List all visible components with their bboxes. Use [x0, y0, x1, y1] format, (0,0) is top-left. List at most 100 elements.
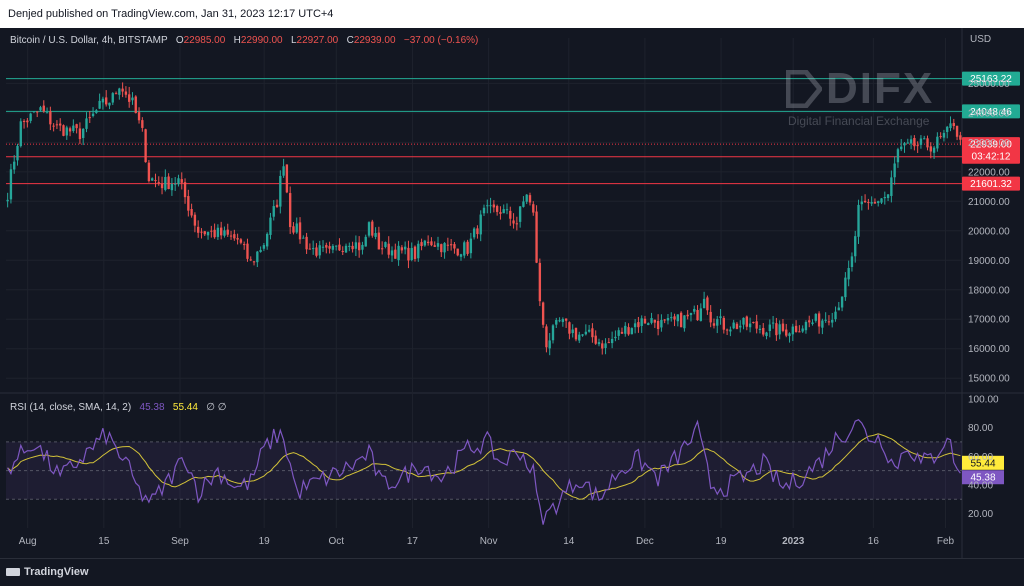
- candle-body: [420, 242, 423, 247]
- candle-body: [13, 161, 16, 170]
- candle-body: [137, 112, 141, 121]
- publish-header: Denjed published on TradingView.com, Jan…: [0, 0, 1024, 28]
- time-tick-label: Aug: [19, 536, 37, 547]
- candle-body: [880, 198, 883, 203]
- candle-body: [288, 193, 292, 228]
- candle-body: [111, 93, 114, 103]
- candle-body: [22, 120, 26, 122]
- candle-body: [144, 129, 147, 163]
- candle-body: [249, 259, 252, 261]
- candle-body: [489, 205, 492, 207]
- candle-body: [298, 222, 302, 240]
- time-tick-label: 15: [98, 536, 110, 547]
- candle-body: [443, 243, 446, 253]
- candle-body: [459, 254, 463, 257]
- candle-body: [650, 318, 653, 323]
- candle-body: [959, 135, 962, 140]
- candle-body: [666, 318, 670, 321]
- candle-body: [311, 248, 315, 250]
- candle-body: [584, 331, 588, 335]
- time-tick-label: 16: [868, 536, 880, 547]
- candle-body: [236, 238, 239, 240]
- price-level-tag: [962, 71, 1020, 86]
- candle-body: [449, 244, 453, 246]
- candle-body: [187, 196, 190, 211]
- candle-body: [551, 325, 555, 341]
- candle-body: [367, 222, 371, 236]
- candle-body: [239, 239, 243, 243]
- candle-body: [781, 323, 785, 331]
- candle-body: [262, 245, 266, 249]
- candle-body: [900, 146, 903, 150]
- candle-body: [732, 322, 735, 329]
- candle-body: [725, 329, 729, 331]
- footer-brand[interactable]: TradingView: [24, 566, 89, 578]
- candle-body: [331, 245, 335, 250]
- low-label: L: [290, 35, 297, 46]
- candle-body: [942, 132, 946, 138]
- candle-body: [390, 250, 394, 256]
- candle-body: [52, 125, 55, 127]
- candle-body: [72, 125, 75, 131]
- price-level-tag: [962, 176, 1020, 191]
- candle-body: [164, 177, 167, 190]
- candle-body: [377, 232, 381, 250]
- candle-body: [896, 149, 900, 163]
- candle-body: [226, 229, 229, 235]
- price-tick-label: 20000.00: [968, 226, 1010, 237]
- candle-body: [101, 98, 105, 103]
- candle-body: [758, 328, 762, 330]
- candle-body: [436, 243, 440, 247]
- watermark-title: DIFX: [826, 64, 935, 113]
- candle-body: [578, 334, 581, 341]
- last-price-label: 22939.00: [970, 140, 1012, 151]
- candle-body: [344, 245, 348, 253]
- candle-body: [160, 183, 164, 189]
- chart-area[interactable]: 25163.2224048.4622511.4521601.3222939.00…: [0, 28, 1024, 558]
- candle-body: [348, 245, 351, 247]
- candle-body: [95, 110, 98, 113]
- candle-body: [525, 194, 528, 202]
- rsi-tick-label: 80.00: [968, 423, 993, 434]
- candle-body: [716, 319, 719, 326]
- candle-body: [683, 315, 686, 329]
- candle-body: [154, 180, 157, 182]
- time-tick-label: Sep: [171, 536, 189, 547]
- candle-body: [594, 335, 597, 344]
- price-tick-label: 16000.00: [968, 344, 1010, 355]
- low-value: 22927.00: [296, 35, 339, 46]
- candle-body: [670, 317, 673, 319]
- high-label: H: [233, 35, 241, 46]
- candle-body: [932, 147, 936, 153]
- candle-body: [128, 94, 131, 102]
- price-chart-svg[interactable]: 25163.2224048.4622511.4521601.3222939.00…: [0, 28, 1024, 558]
- candle-body: [785, 329, 788, 336]
- candle-body: [893, 163, 896, 178]
- candle-body: [955, 125, 959, 137]
- rsi-tick-label: 60.00: [968, 452, 993, 463]
- candle-body: [574, 327, 578, 340]
- candle-body: [748, 323, 752, 328]
- candle-body: [16, 145, 19, 161]
- candle-body: [735, 323, 739, 329]
- candle-body: [334, 245, 338, 247]
- candle-body: [174, 183, 177, 185]
- rsi-title: RSI (14, close, SMA, 14, 2): [10, 402, 132, 413]
- price-tick-label: 25000.00: [968, 79, 1010, 90]
- candle-body: [32, 111, 36, 113]
- candle-body: [679, 312, 683, 328]
- publish-text: Denjed published on TradingView.com, Jan…: [8, 8, 334, 20]
- candle-body: [308, 248, 312, 250]
- candle-body: [742, 317, 745, 325]
- candle-body: [857, 204, 860, 237]
- price-tick-label: 23000.00: [968, 138, 1010, 149]
- symbol-legend: Bitcoin / U.S. Dollar, 4h, BITSTAMP O229…: [10, 35, 478, 46]
- candle-body: [860, 201, 863, 205]
- candle-body: [170, 183, 174, 191]
- last-price-tag: [962, 137, 1020, 164]
- candle-body: [505, 209, 509, 211]
- rsi-tick-label: 40.00: [968, 480, 993, 491]
- candle-body: [660, 319, 663, 328]
- price-level-tag: [962, 104, 1020, 119]
- candle-body: [640, 318, 643, 326]
